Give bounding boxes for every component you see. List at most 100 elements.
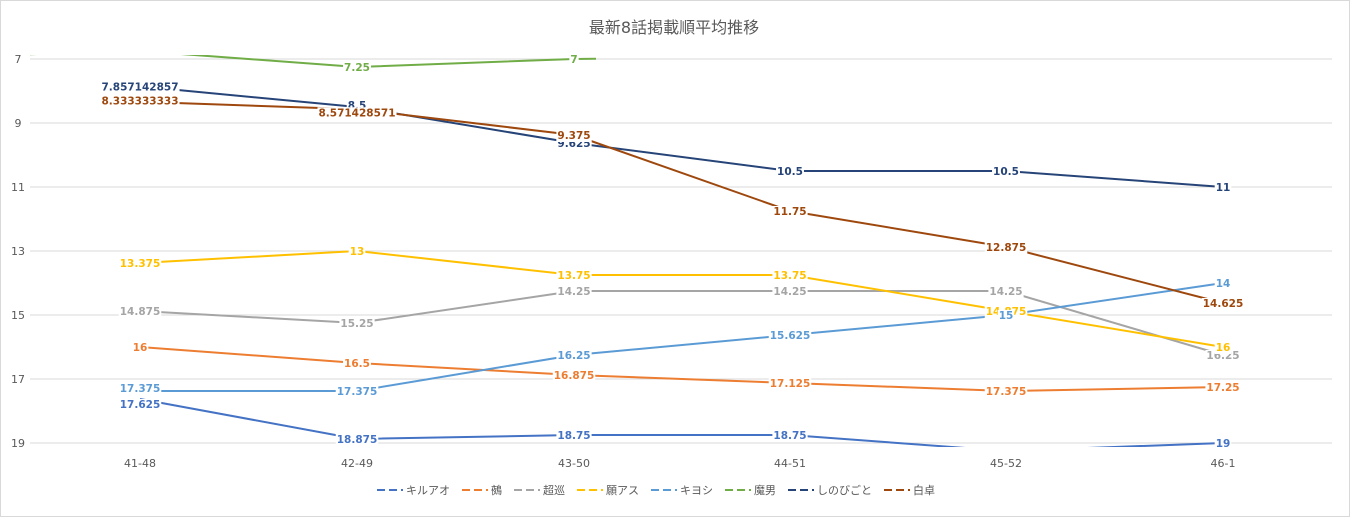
data-label: 13.75	[557, 270, 590, 282]
data-label-bg	[339, 318, 375, 330]
data-label: 12.875	[986, 242, 1027, 254]
data-label-group: 16.875	[552, 370, 596, 382]
data-label-bg	[1214, 438, 1232, 450]
y-tick-label: 11	[11, 181, 25, 194]
data-label-group: 17.625	[118, 399, 162, 411]
series-line-2	[139, 290, 1224, 356]
data-label-group: 14.25	[988, 286, 1024, 298]
data-label-group: 7.857142857	[100, 81, 180, 94]
data-label: 14.25	[557, 286, 590, 298]
data-label-bg	[556, 130, 592, 142]
data-label: 17.375	[120, 383, 161, 395]
data-label-bg	[556, 350, 592, 362]
data-label: 14.25	[773, 286, 806, 298]
data-label-bg	[1205, 382, 1241, 394]
data-label-bg	[556, 270, 592, 282]
data-label-group: 15.25	[339, 318, 375, 330]
y-tick-label: 17	[11, 373, 25, 386]
data-labels: 17.625 18.875 18.75 18.75 19 16 16.5 16.875 17.1…	[100, 54, 1245, 450]
legend-item[interactable]: 願アス	[577, 484, 639, 497]
legend-item[interactable]: 魔男	[725, 483, 776, 497]
data-label: 15	[999, 310, 1014, 322]
legend-label: 白卓	[913, 483, 935, 497]
data-label: 11.75	[773, 206, 806, 218]
legend-item[interactable]: しのびごと	[788, 483, 872, 497]
data-label-group: 19	[1214, 438, 1232, 450]
data-label: 7.857142857	[101, 81, 178, 93]
data-label: 14.875	[120, 306, 161, 318]
data-label: 18.75	[557, 430, 590, 442]
data-label-group: 15	[997, 310, 1015, 322]
data-label-bg	[1214, 278, 1232, 290]
data-label: 19	[1216, 438, 1231, 450]
data-label-group: 11.75	[772, 206, 808, 218]
x-tick-label: 41-48	[124, 457, 156, 470]
data-label-bg	[118, 258, 162, 270]
data-label-group: 12.875	[984, 242, 1028, 254]
data-label-bg	[335, 386, 379, 398]
y-tick-label: 7	[15, 53, 22, 66]
chart-title: 最新8話掲載順平均推移	[589, 18, 759, 37]
y-tick-label: 9	[15, 117, 22, 130]
series-line-0	[139, 398, 1224, 447]
data-label-bg	[343, 358, 371, 370]
data-label-group: 16.25	[556, 350, 592, 362]
data-label-group: 16	[1214, 342, 1232, 354]
data-label-bg	[100, 81, 180, 94]
data-label-bg	[984, 386, 1028, 398]
data-label-group: 16.5	[343, 358, 371, 370]
data-label-bg	[317, 107, 397, 120]
data-label: 13.75	[773, 270, 806, 282]
data-label-group: 7	[569, 54, 579, 66]
legend-item[interactable]: キルアオ	[377, 484, 450, 497]
data-label-bg	[772, 206, 808, 218]
data-label: 16.25	[557, 350, 590, 362]
data-label: 8.571428571	[318, 107, 395, 119]
data-label-bg	[556, 430, 592, 442]
x-tick-label: 46-1	[1211, 457, 1236, 470]
legend-label: 願アス	[606, 484, 639, 497]
x-tick-label: 44-51	[774, 457, 806, 470]
legend-item[interactable]: 白卓	[884, 483, 935, 497]
data-label-bg	[118, 383, 162, 395]
data-label-group: 17.125	[768, 378, 812, 390]
legend-label: 超巡	[543, 483, 565, 497]
series-line-1	[139, 346, 1224, 392]
legend-label: キルアオ	[406, 484, 450, 497]
data-label: 8.333333333	[101, 96, 178, 108]
data-label-group: 10.5	[992, 166, 1020, 178]
data-label-group: 18.75	[556, 430, 592, 442]
data-label-group: 13.75	[556, 270, 592, 282]
data-label: 15.625	[770, 330, 811, 342]
data-label-bg	[569, 54, 579, 66]
x-tick-label: 42-49	[341, 457, 373, 470]
data-label-bg	[772, 430, 808, 442]
y-tick-label: 19	[11, 437, 25, 450]
data-label-group: 17.375	[118, 383, 162, 395]
data-label: 10.5	[993, 166, 1019, 178]
data-label: 15.25	[340, 318, 373, 330]
legend-item[interactable]: 超巡	[514, 483, 565, 497]
data-label: 14	[1216, 278, 1231, 290]
data-label: 17.375	[337, 386, 378, 398]
legend-label: しのびごと	[817, 483, 872, 497]
data-label-group: 14.625	[1201, 298, 1245, 310]
series-line-4	[140, 282, 1224, 392]
data-label: 9.375	[557, 130, 590, 142]
data-label-group: 10.5	[776, 166, 804, 178]
data-label-group: 17.375	[984, 386, 1028, 398]
data-label: 16.875	[554, 370, 595, 382]
data-label-group: 17.375	[335, 386, 379, 398]
data-label-group: 9.375	[556, 130, 592, 142]
data-label: 14.25	[989, 286, 1022, 298]
data-label: 13.375	[120, 258, 161, 270]
data-label-bg	[997, 310, 1015, 322]
data-label-bg	[1201, 298, 1245, 310]
data-label-group: 14	[1214, 278, 1232, 290]
legend-item[interactable]: キヨシ	[651, 484, 713, 497]
legend-item[interactable]: 鵺	[462, 483, 502, 497]
data-label-bg	[1214, 342, 1232, 354]
data-label-bg	[118, 399, 162, 411]
data-label: 18.875	[337, 434, 378, 446]
